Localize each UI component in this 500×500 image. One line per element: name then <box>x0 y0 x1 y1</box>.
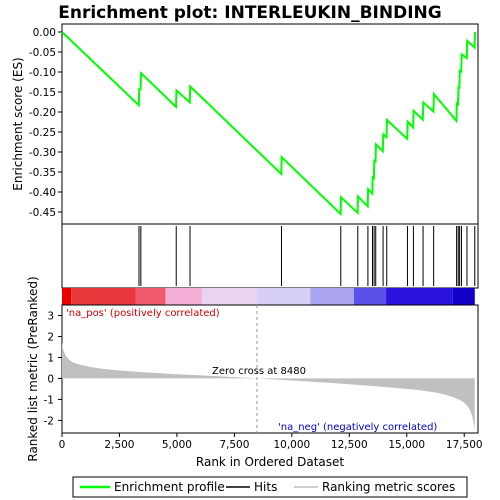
heat-bar-segment <box>386 288 453 305</box>
es-tick-label: -0.25 <box>29 127 56 139</box>
legend-enrichment-label: Enrichment profile <box>114 480 225 494</box>
es-tick-label: -0.35 <box>29 167 56 179</box>
pos-annotation: 'na_pos' (positively correlated) <box>66 308 220 319</box>
rank-tick-label: 0 <box>59 439 66 451</box>
heat-bar-segment <box>62 288 72 305</box>
zero-cross-annotation: Zero cross at 8480 <box>212 366 306 377</box>
heat-bar-segment <box>202 288 258 305</box>
metric-tick-label: 3 <box>47 310 54 322</box>
es-tick-label: -0.10 <box>29 67 56 79</box>
metric-tick-label: 1 <box>47 352 54 364</box>
neg-annotation: 'na_neg' (negatively correlated) <box>278 422 437 433</box>
es-tick-label: 0.00 <box>33 27 56 39</box>
heat-bar-segment <box>165 288 203 305</box>
es-tick-label: -0.30 <box>29 147 56 159</box>
rank-tick-label: 17,500 <box>446 439 483 451</box>
hits-panel <box>61 223 479 289</box>
heat-bar-segment <box>135 288 166 305</box>
rank-tick-label: 2,500 <box>104 439 134 451</box>
metric-ylabel: Ranked list metric (PreRanked) <box>26 276 40 461</box>
rank-tick-label: 5,000 <box>162 439 192 451</box>
rank-x-ticks: 0 2,500 5,000 7,500 10,000 12,500 15,000 17,500 <box>59 433 483 451</box>
enrichment-profile-line <box>61 31 476 217</box>
es-tick-label: -0.45 <box>29 207 56 219</box>
ranking-heat-bar <box>62 288 475 305</box>
ranking-metric-area <box>62 342 475 429</box>
es-y-ticks: 0.00 -0.05 -0.10 -0.15 -0.20 -0.25 -0.30 -0.35 -… <box>29 27 62 219</box>
chart-title: Enrichment plot: INTERLEUKIN_BINDING <box>58 3 441 23</box>
es-tick-label: -0.05 <box>29 47 56 59</box>
metric-tick-label: 2 <box>47 331 54 343</box>
legend-hits-label: Hits <box>254 480 277 494</box>
es-tick-label: -0.20 <box>29 107 56 119</box>
heat-bar-segment <box>71 288 136 305</box>
rank-tick-label: 10,000 <box>273 439 310 451</box>
es-panel <box>61 23 479 225</box>
rank-xlabel: Rank in Ordered Dataset <box>196 455 344 469</box>
metric-tick-label: -2 <box>44 415 54 427</box>
metric-panel <box>61 304 479 434</box>
es-tick-label: -0.40 <box>29 187 56 199</box>
heat-bar-segment <box>353 288 387 305</box>
rank-tick-label: 7,500 <box>219 439 249 451</box>
rank-tick-label: 15,000 <box>388 439 425 451</box>
heat-bar-segment <box>452 288 475 305</box>
legend <box>72 476 468 498</box>
es-tick-label: -0.15 <box>29 87 56 99</box>
legend-metric-label: Ranking metric scores <box>322 480 455 494</box>
metric-tick-label: 0 <box>47 373 54 385</box>
metric-fill <box>62 342 475 429</box>
heat-bar-segment <box>310 288 354 305</box>
rank-tick-label: 12,500 <box>331 439 368 451</box>
heat-bar-segment <box>257 288 311 305</box>
es-ylabel: Enrichment score (ES) <box>11 57 25 190</box>
metric-tick-label: -1 <box>44 394 54 406</box>
hit-markers <box>138 226 476 286</box>
metric-y-ticks: 3 2 1 0 -1 -2 <box>44 310 62 427</box>
